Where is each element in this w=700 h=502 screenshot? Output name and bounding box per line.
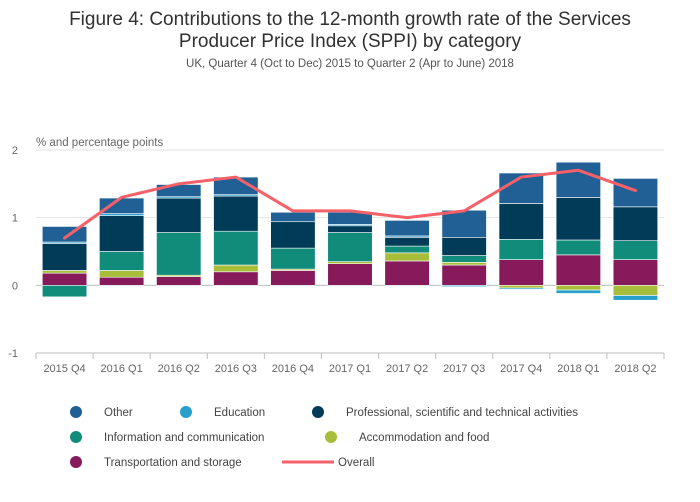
bar-segment: [41, 226, 88, 243]
legend-swatch-education: [180, 406, 192, 418]
bar-segment: [156, 197, 202, 233]
bar-segment: [441, 209, 487, 238]
chart-subtitle: UK, Quarter 4 (Oct to Dec) 2015 to Quart…: [186, 58, 514, 70]
bar-segment: [156, 276, 202, 286]
bar-segment: [441, 236, 487, 256]
bar-segment: [612, 206, 659, 241]
y-tick-label: -1: [8, 348, 18, 360]
bar-segment: [213, 195, 259, 232]
bar-segment: [384, 236, 430, 247]
bar-segment: [270, 247, 316, 270]
bar-segment: [327, 225, 373, 233]
x-tick-label: 2017 Q4: [500, 363, 542, 375]
bar-segment: [99, 213, 145, 216]
bar-segment: [99, 251, 145, 271]
bar-segment: [384, 252, 430, 262]
chart-title-line2: Producer Price Index (SPPI) by category: [178, 31, 522, 52]
bar-segment: [441, 255, 487, 263]
bar-segment: [555, 285, 601, 291]
bar-segment: [612, 178, 659, 208]
bar-segment: [99, 197, 145, 214]
bar-segment: [327, 261, 373, 264]
bar-segment: [555, 239, 601, 256]
bar-segment: [612, 295, 659, 301]
bar-segment: [384, 220, 430, 237]
bar-segment: [498, 259, 544, 286]
x-tick-label: 2016 Q1: [101, 363, 143, 375]
legend-label-information-and-communication: Information and communication: [104, 432, 264, 444]
y-tick-label: 2: [12, 145, 18, 157]
bar-segment: [213, 264, 259, 273]
overall-line: [63, 168, 637, 240]
legend-swatch-transportation-and-storage: [70, 456, 82, 468]
x-tick-label: 2015 Q4: [43, 363, 85, 375]
legend-swatch-other: [70, 406, 82, 418]
bar-segment: [99, 270, 145, 278]
legend-swatch-information-and-communication: [70, 431, 82, 443]
bar-segment: [384, 245, 430, 254]
bar-segment: [327, 232, 373, 262]
x-tick-label: 2016 Q4: [272, 363, 314, 375]
y-axis-label: % and percentage points: [36, 137, 163, 149]
chart-title-line1: Figure 4: Contributions to the 12-month …: [69, 9, 631, 30]
legend-label-education: Education: [214, 407, 265, 419]
legend-swatch-accommodation-and-food: [325, 431, 337, 443]
bar-segment: [156, 232, 202, 276]
bar-segment: [555, 254, 601, 286]
bar-segment: [270, 211, 316, 223]
bar-segment: [498, 285, 544, 289]
bar-segment: [612, 240, 659, 260]
bar-segment: [441, 262, 487, 266]
bar-segment: [99, 215, 145, 252]
bar-segment: [498, 239, 544, 260]
bar-segment: [270, 270, 316, 286]
bar-segment: [41, 272, 88, 286]
bar-segment: [441, 285, 487, 287]
legend-label-overall: Overall: [338, 457, 374, 469]
bar-segment: [498, 203, 544, 240]
x-tick-label: 2016 Q2: [158, 363, 200, 375]
x-tick-label: 2017 Q3: [443, 363, 485, 375]
bar-segment: [41, 285, 88, 298]
bar-segment: [498, 287, 544, 290]
bar-segment: [441, 264, 487, 286]
bar-segment: [384, 260, 430, 286]
legend-label-professional-scientific-and-technical-activities: Professional, scientific and technical a…: [346, 407, 578, 419]
y-tick-label: 1: [12, 213, 18, 225]
bar-segment: [555, 161, 601, 198]
legend-label-other: Other: [104, 407, 133, 419]
bar-segment: [612, 285, 659, 296]
bar-segment: [270, 221, 316, 249]
bar-segment: [612, 259, 659, 286]
bar-segment: [41, 243, 88, 271]
x-tick-label: 2016 Q3: [215, 363, 257, 375]
bar-segment: [99, 276, 145, 286]
bar-segment: [555, 289, 601, 294]
legend-swatch-professional-scientific-and-technical-activities: [312, 406, 324, 418]
bar-segment: [213, 271, 259, 286]
bar-segment: [327, 263, 373, 286]
x-tick-label: 2018 Q2: [614, 363, 656, 375]
legend-label-accommodation-and-food: Accommodation and food: [359, 432, 489, 444]
x-tick-label: 2017 Q1: [329, 363, 371, 375]
y-tick-label: 0: [12, 280, 18, 292]
bar-segment: [555, 197, 601, 241]
bar-segment: [213, 230, 259, 266]
x-tick-label: 2017 Q2: [386, 363, 428, 375]
bar-segment: [41, 270, 88, 274]
x-tick-label: 2018 Q1: [557, 363, 599, 375]
legend-label-transportation-and-storage: Transportation and storage: [104, 457, 242, 469]
